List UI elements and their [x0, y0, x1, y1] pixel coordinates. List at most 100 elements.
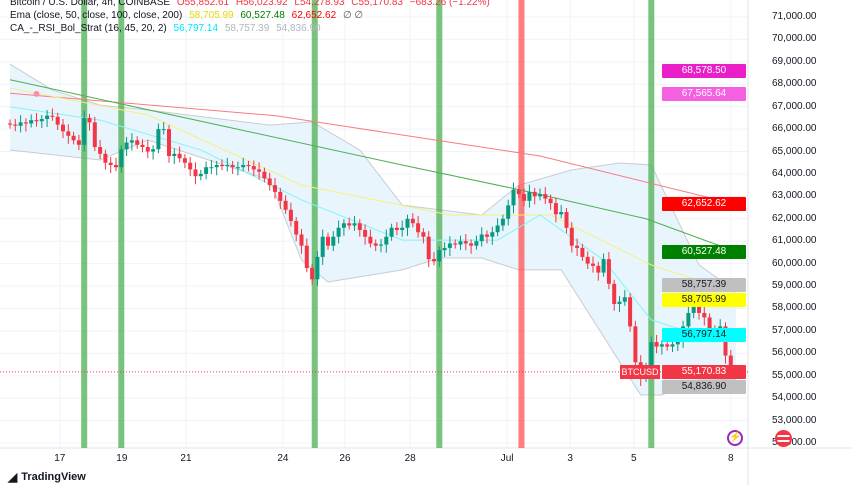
candle-body	[29, 120, 34, 124]
price-tick-label: 65,000.00	[772, 145, 817, 157]
candle-body	[474, 241, 479, 246]
price-tick-label: 52,000.00	[772, 436, 817, 448]
candle-body	[246, 164, 251, 167]
candle-body	[659, 344, 664, 347]
candle-body	[601, 259, 606, 273]
ema-label: Ema (close, 50, close, 100, close, 200)	[10, 10, 183, 21]
ema-legend[interactable]: Ema (close, 50, close, 100, close, 200) …	[10, 10, 367, 22]
price-tick-label: 64,000.00	[772, 167, 817, 179]
candle-body	[548, 198, 553, 204]
candle-body	[82, 117, 87, 145]
price-badge: 58,757.39	[662, 277, 746, 292]
candle-body	[145, 147, 150, 152]
tradingview-icon: ◢	[8, 470, 18, 484]
candle-body	[273, 185, 277, 192]
candle-body	[591, 263, 595, 266]
candle-body	[257, 169, 262, 172]
candle-body	[522, 194, 527, 201]
strategy-legend[interactable]: CA_-_RSI_Bol_Strat (16, 45, 20, 2) 56,79…	[10, 23, 325, 35]
candle-body	[580, 247, 585, 257]
price-tick-label: 69,000.00	[772, 55, 817, 67]
candle-body	[119, 149, 124, 168]
date-tick-label: 5	[631, 453, 637, 464]
price-tick-label: 57,000.00	[772, 324, 817, 336]
brand-name: TradingView	[21, 471, 86, 483]
symbol-tag: BTCUSD	[620, 364, 660, 379]
candle-body	[458, 241, 463, 245]
date-tick-label: 8	[728, 453, 734, 464]
candle-body	[220, 164, 224, 167]
candle-body	[416, 223, 421, 233]
date-tick-label: 26	[339, 453, 351, 464]
candle-body	[479, 234, 484, 242]
price-badge: 68,578.50	[662, 64, 746, 79]
candle-body	[495, 225, 500, 233]
candle-body	[442, 247, 447, 251]
price-tick-label: 58,000.00	[772, 302, 817, 314]
date-tick-label: 17	[54, 453, 66, 464]
candle-body	[384, 236, 389, 245]
ema200-line	[9, 92, 737, 205]
candle-body	[299, 234, 304, 246]
candle-body	[421, 232, 426, 237]
candle-body	[198, 173, 203, 177]
date-tick-label: 24	[277, 453, 289, 464]
candle-body	[532, 191, 537, 197]
candle-body	[267, 178, 272, 186]
lightning-icon[interactable]: ⚡	[727, 430, 743, 446]
candle-body	[400, 227, 405, 230]
candle-body	[103, 153, 108, 163]
candle-body	[156, 129, 161, 150]
candle-body	[410, 218, 415, 224]
candle-body	[697, 303, 701, 313]
candle-body	[108, 162, 113, 165]
candle-body	[61, 124, 65, 132]
candle-body	[617, 301, 622, 304]
candle-body	[326, 236, 330, 246]
candle-body	[649, 342, 654, 367]
ema100-value: 60,527.48	[240, 10, 285, 21]
candle-body	[585, 256, 590, 264]
candle-body	[596, 265, 601, 273]
bb-lower-value: 54,836.90	[276, 23, 321, 34]
candle-body	[241, 164, 246, 168]
candle-body	[665, 344, 670, 347]
candle-body	[262, 171, 267, 179]
tradingview-logo[interactable]: ◢ TradingView	[8, 470, 86, 484]
candle-body	[331, 236, 336, 246]
candle-body	[527, 191, 532, 201]
price-tick-label: 54,000.00	[772, 392, 817, 404]
bb-mid-value: 56,797.14	[173, 23, 219, 34]
price-tick-label: 53,000.00	[772, 414, 817, 426]
bb-upper-value: 58,757.39	[224, 23, 270, 34]
price-badge: 55,170.83	[662, 364, 746, 379]
candle-body	[161, 129, 166, 131]
high-value: H56,023.92	[235, 0, 288, 8]
candle-body	[8, 123, 12, 125]
close-value: C55,170.83	[351, 0, 403, 8]
candle-body	[320, 236, 325, 257]
candle-body	[670, 344, 675, 347]
ema50-line	[9, 87, 737, 294]
candle-body	[538, 194, 542, 197]
candle-body	[368, 236, 373, 244]
symbol-legend: Bitcoin / U.S. Dollar, 4h, COINBASE O55,…	[10, 0, 494, 9]
candle-body	[336, 227, 341, 237]
price-tick-label: 66,000.00	[772, 123, 817, 135]
candle-body	[135, 140, 140, 145]
candle-body	[283, 200, 288, 210]
price-badge: 67,565.64	[662, 86, 746, 101]
price-badge: 62,652.62	[662, 197, 746, 212]
candle-body	[506, 205, 511, 219]
candle-body	[182, 158, 187, 163]
price-tick-label: 55,000.00	[772, 369, 817, 381]
candle-body	[98, 147, 103, 154]
candle-body	[453, 243, 458, 245]
candle-body	[140, 144, 145, 148]
us-flag-icon[interactable]	[775, 430, 792, 447]
candle-body	[373, 243, 378, 246]
candle-body	[23, 122, 28, 124]
candle-body	[389, 227, 394, 237]
candle-body	[225, 164, 230, 167]
